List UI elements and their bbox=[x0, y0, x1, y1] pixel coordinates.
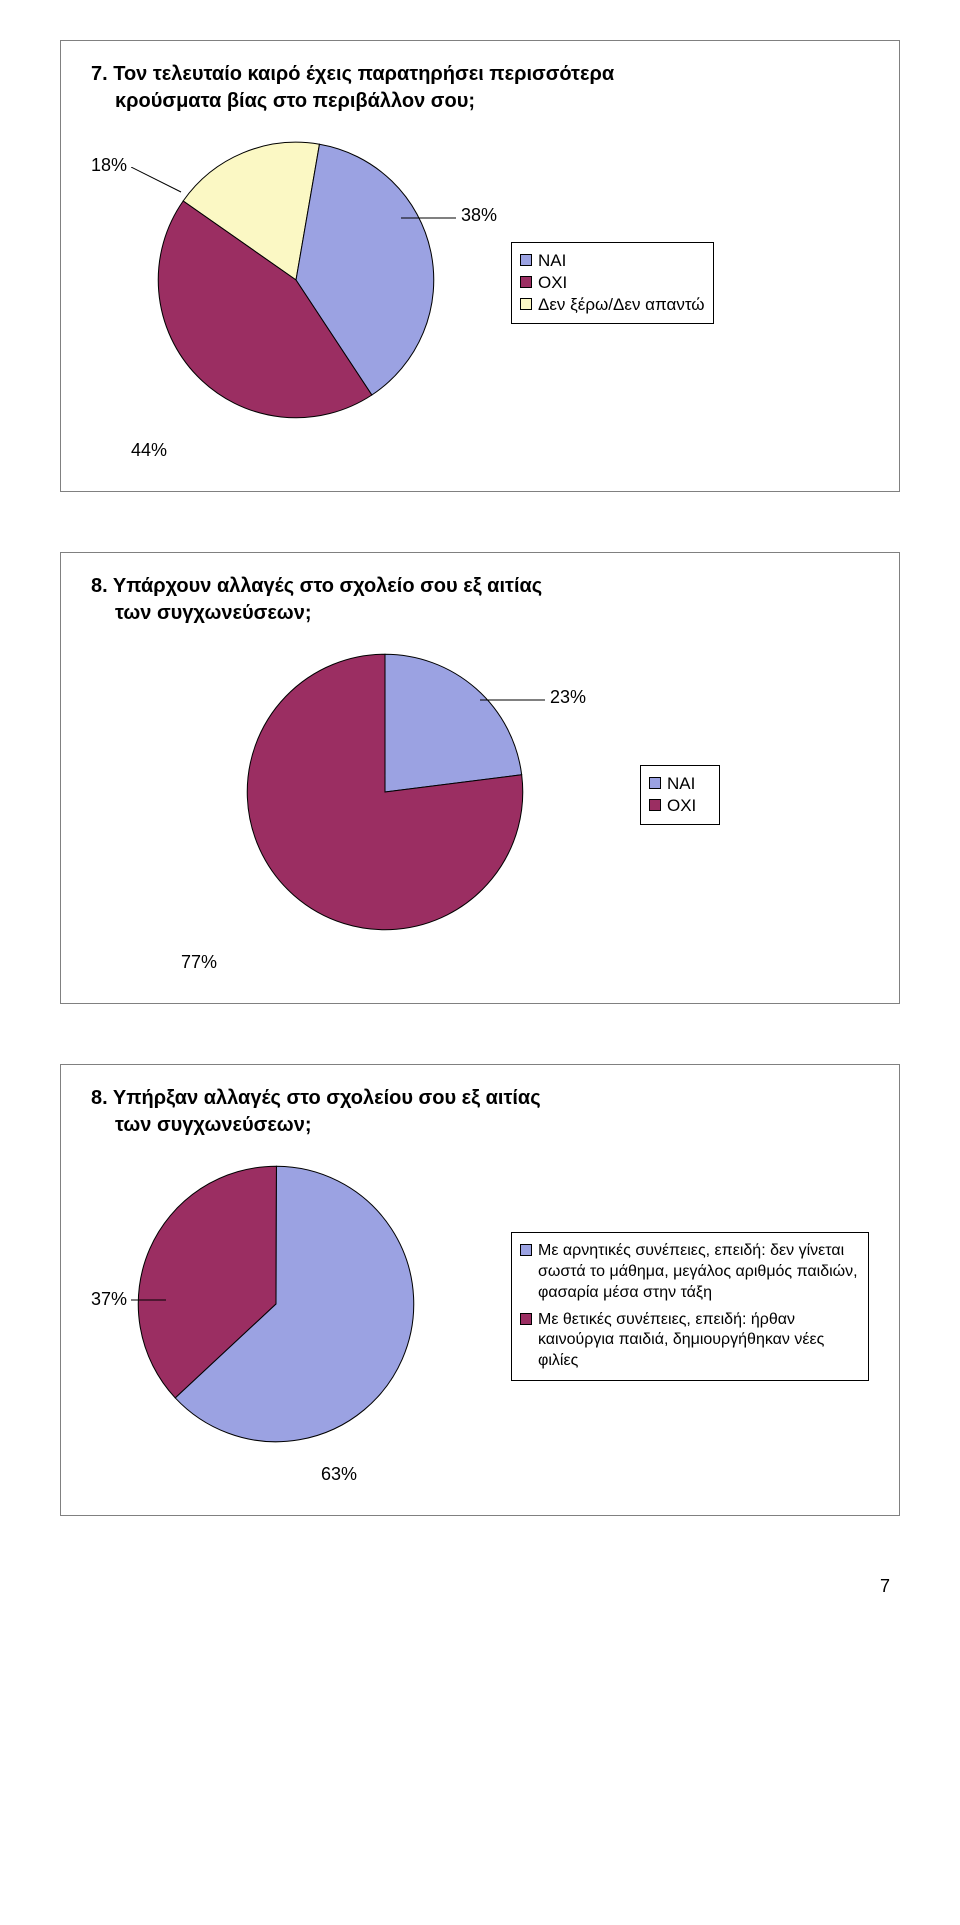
leader-line bbox=[131, 1299, 171, 1301]
panel-q7: 7. Τον τελευταίο καιρό έχεις παρατηρήσει… bbox=[60, 40, 900, 492]
legend-label: ΟΧΙ bbox=[667, 796, 696, 816]
callout-text: 77% bbox=[181, 952, 217, 972]
legend-item: Δεν ξέρω/Δεν απαντώ bbox=[520, 295, 705, 315]
legend-swatch bbox=[520, 1244, 532, 1256]
callout-text: 37% bbox=[91, 1289, 127, 1309]
legend-swatch bbox=[649, 799, 661, 811]
legend-item: Με αρνητικές συνέπειες, επειδή: δεν γίνε… bbox=[520, 1241, 860, 1303]
q8b-callout-37: 37% bbox=[91, 1289, 127, 1310]
legend-label: ΝΑΙ bbox=[538, 251, 566, 271]
legend-item: Με θετικές συνέπειες, επειδή: ήρθαν καιν… bbox=[520, 1310, 860, 1372]
q8b-pie-svg bbox=[131, 1159, 421, 1449]
legend-label: ΝΑΙ bbox=[667, 774, 695, 794]
q7-callout-44: 44% bbox=[131, 440, 869, 461]
q7-pie-svg bbox=[151, 135, 441, 425]
callout-text: 63% bbox=[321, 1464, 357, 1484]
legend-swatch bbox=[520, 1313, 532, 1325]
legend-item: ΟΧΙ bbox=[649, 796, 711, 816]
q8a-chart-row: 23% ΝΑΙ ΟΧΙ bbox=[91, 647, 869, 942]
panel-q8a: 8. Υπάρχουν αλλαγές στο σχολείο σου εξ α… bbox=[60, 552, 900, 1004]
q8a-title-l1: 8. Υπάρχουν αλλαγές στο σχολείο σου εξ α… bbox=[91, 575, 542, 597]
leader-line bbox=[401, 213, 461, 223]
q8a-pie-area: 23% bbox=[240, 647, 530, 942]
q8b-pie-area: 37% bbox=[131, 1159, 421, 1454]
q7-callout-38: 38% bbox=[461, 205, 497, 226]
callout-text: 23% bbox=[550, 687, 586, 707]
legend-item: ΟΧΙ bbox=[520, 273, 705, 293]
leader-line bbox=[480, 695, 550, 705]
legend-label: ΟΧΙ bbox=[538, 273, 567, 293]
leader-line bbox=[131, 167, 191, 197]
q8a-callout-77: 77% bbox=[181, 952, 869, 973]
q7-pie-area: 18% 38% bbox=[151, 135, 441, 430]
q8b-callout-63: 63% bbox=[321, 1464, 869, 1485]
q7-chart-row: 18% 38% ΝΑΙ ΟΧΙ Δεν ξέρω/Δεν απαντώ bbox=[91, 135, 869, 430]
q8b-title: 8. Υπήρξαν αλλαγές στο σχολείου σου εξ α… bbox=[91, 1085, 869, 1139]
q8a-callout-23: 23% bbox=[550, 687, 586, 708]
legend-swatch bbox=[649, 777, 661, 789]
panel-q8b: 8. Υπήρξαν αλλαγές στο σχολείου σου εξ α… bbox=[60, 1064, 900, 1516]
legend-label: Με θετικές συνέπειες, επειδή: ήρθαν καιν… bbox=[538, 1310, 860, 1372]
legend-item: ΝΑΙ bbox=[520, 251, 705, 271]
q8b-title-l2: των συγχωνεύσεων; bbox=[91, 1112, 869, 1139]
legend-swatch bbox=[520, 298, 532, 310]
q8b-chart-row: 37% Με αρνητικές συνέπειες, επειδή: δεν … bbox=[91, 1159, 869, 1454]
q7-title-l2: κρούσματα βίας στο περιβάλλον σου; bbox=[91, 88, 869, 115]
q8a-pie-svg bbox=[240, 647, 530, 937]
q8a-legend: ΝΑΙ ΟΧΙ bbox=[640, 765, 720, 825]
q7-legend: ΝΑΙ ΟΧΙ Δεν ξέρω/Δεν απαντώ bbox=[511, 242, 714, 324]
q8a-title: 8. Υπάρχουν αλλαγές στο σχολείο σου εξ α… bbox=[91, 573, 869, 627]
legend-swatch bbox=[520, 276, 532, 288]
q7-title: 7. Τον τελευταίο καιρό έχεις παρατηρήσει… bbox=[91, 61, 869, 115]
legend-swatch bbox=[520, 254, 532, 266]
callout-text: 38% bbox=[461, 205, 497, 225]
legend-label: Δεν ξέρω/Δεν απαντώ bbox=[538, 295, 705, 315]
legend-label: Με αρνητικές συνέπειες, επειδή: δεν γίνε… bbox=[538, 1241, 860, 1303]
page-number: 7 bbox=[60, 1576, 900, 1597]
callout-text: 44% bbox=[131, 440, 167, 460]
q7-callout-18: 18% bbox=[91, 155, 127, 176]
legend-item: ΝΑΙ bbox=[649, 774, 711, 794]
q7-title-l1: 7. Τον τελευταίο καιρό έχεις παρατηρήσει… bbox=[91, 63, 614, 85]
q8b-title-l1: 8. Υπήρξαν αλλαγές στο σχολείου σου εξ α… bbox=[91, 1087, 541, 1109]
q8b-legend: Με αρνητικές συνέπειες, επειδή: δεν γίνε… bbox=[511, 1232, 869, 1381]
callout-text: 18% bbox=[91, 155, 127, 175]
q8a-title-l2: των συγχωνεύσεων; bbox=[91, 600, 869, 627]
